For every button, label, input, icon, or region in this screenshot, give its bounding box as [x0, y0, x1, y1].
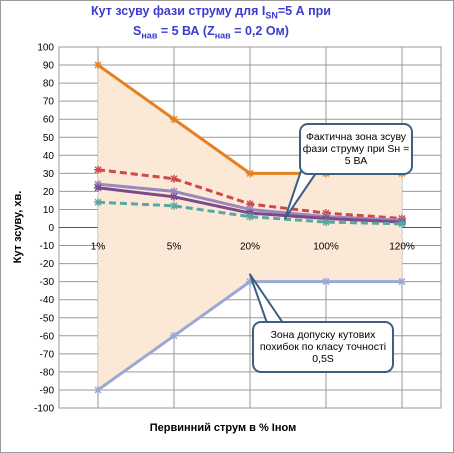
x-tick-label: 20%	[240, 242, 260, 253]
y-tick-label: -20	[40, 259, 55, 270]
series-line	[97, 200, 403, 226]
x-tick-label: 100%	[313, 242, 339, 253]
y-tick-label: 100	[37, 43, 54, 54]
y-tick-label: 70	[43, 97, 55, 108]
point-marker	[170, 115, 178, 123]
point-marker	[246, 200, 254, 208]
point-marker	[170, 175, 178, 183]
y-tick-label: 30	[43, 169, 55, 180]
title-line2-sub: нав	[141, 30, 158, 40]
tick-labels: 1009080706050403020100-10-20-30-40-50-60…	[34, 43, 415, 415]
y-tick-label: 20	[43, 187, 55, 198]
y-tick-label: 90	[43, 61, 55, 72]
y-tick-label: 10	[43, 205, 55, 216]
y-tick-label: -60	[40, 331, 55, 342]
x-tick-label: 1%	[91, 242, 106, 253]
callout-tolerance-zone: Зона допуску кутових похибок по класу то…	[252, 321, 394, 373]
point-marker	[94, 61, 102, 69]
point-marker	[94, 166, 102, 174]
y-tick-label: -50	[40, 313, 55, 324]
callout-actual-zone: Фактична зона зсуву фази струму при Sн =…	[299, 123, 413, 175]
title-line1-sub: SN	[265, 10, 278, 21]
y-tick-label: -10	[40, 241, 55, 252]
title-line2-suffix2: = 0,2 Ом)	[230, 23, 289, 38]
y-tick-label: -80	[40, 367, 55, 378]
point-marker	[398, 220, 406, 228]
x-axis-title: Первинний струм в % Іном	[150, 422, 296, 434]
title-line2-suffix: = 5 ВА (Z	[157, 23, 215, 38]
point-marker	[170, 193, 178, 201]
point-marker	[94, 198, 102, 206]
y-tick-label: -40	[40, 295, 55, 306]
y-tick-label: 40	[43, 151, 55, 162]
y-tick-label: -90	[40, 385, 55, 396]
series-5	[94, 198, 406, 228]
y-tick-label: 0	[48, 223, 54, 234]
y-tick-label: -100	[34, 404, 54, 415]
y-tick-label: 50	[43, 133, 55, 144]
title-line1-prefix: Кут зсуву фази струму для I	[91, 4, 266, 18]
point-marker	[170, 332, 178, 340]
x-tick-label: 120%	[389, 242, 415, 253]
point-marker	[94, 184, 102, 192]
point-marker	[94, 386, 102, 394]
point-marker	[170, 187, 178, 195]
title-line2-prefix: S	[133, 23, 142, 38]
point-marker	[398, 278, 406, 286]
y-tick-label: 80	[43, 79, 55, 90]
point-marker	[170, 202, 178, 210]
y-tick-label: -30	[40, 277, 55, 288]
y-tick-label: -70	[40, 349, 55, 360]
y-tick-label: 60	[43, 115, 55, 126]
point-marker	[322, 218, 330, 226]
y-axis-title: Кут зсуву, хв.	[12, 191, 24, 264]
point-marker	[322, 278, 330, 286]
title-line1-suffix: =5 А при	[277, 4, 331, 18]
series-1	[94, 277, 406, 394]
x-tick-label: 5%	[167, 242, 182, 253]
title-line2-sub2: нав	[214, 30, 231, 40]
point-marker	[246, 169, 254, 177]
point-marker	[246, 213, 254, 221]
chart-title: Кут зсуву фази струму для ISN=5 А при Sн…	[61, 4, 361, 43]
